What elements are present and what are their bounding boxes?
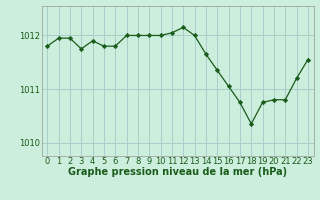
X-axis label: Graphe pression niveau de la mer (hPa): Graphe pression niveau de la mer (hPa): [68, 167, 287, 177]
